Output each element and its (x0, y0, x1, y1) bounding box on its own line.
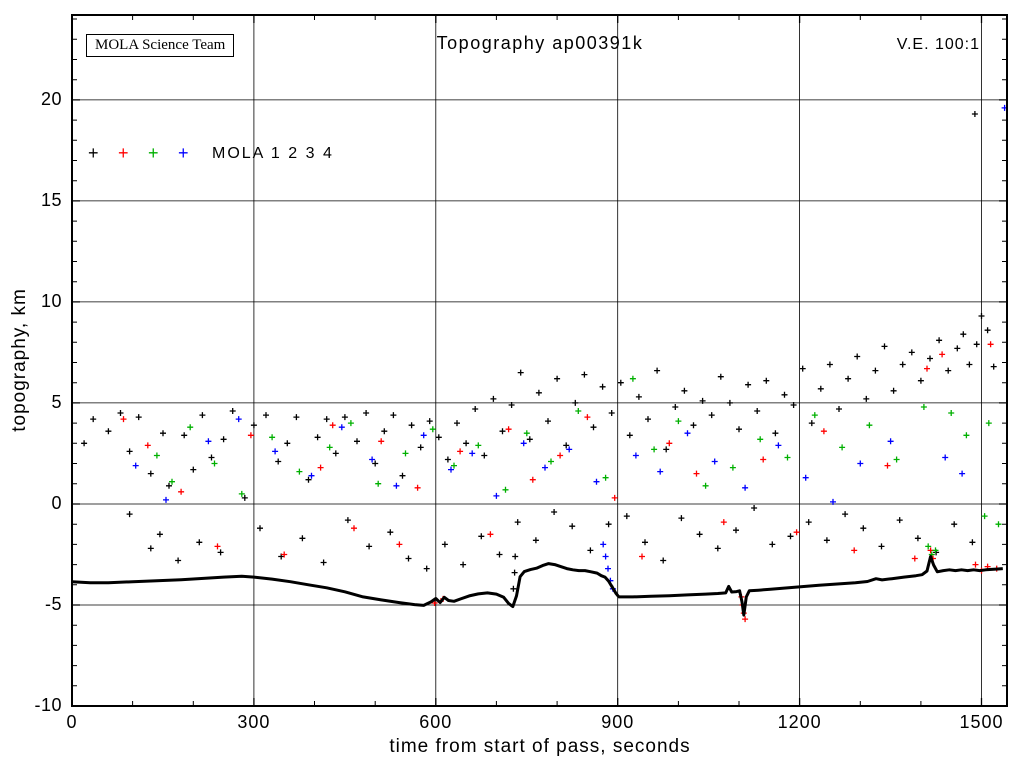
legend-marker-mola4-plus-icon: + (178, 143, 189, 163)
y-tick-label: 15 (40, 189, 62, 210)
y-tick-label: 20 (40, 88, 62, 109)
y-tick-label: 5 (51, 391, 62, 412)
legend-marker-mola1-plus-icon: + (88, 143, 99, 163)
x-tick-label: 1200 (777, 712, 822, 732)
x-tick-label: 300 (237, 712, 271, 732)
legend-marker-mola2-plus-icon: + (118, 143, 129, 163)
x-tick-label: 0 (66, 712, 78, 732)
x-tick-label: 600 (419, 712, 453, 732)
y-tick-label: -5 (44, 593, 62, 614)
legend: + + + + MOLA 1 2 3 4 (88, 143, 334, 164)
x-axis-label: time from start of pass, seconds (389, 736, 691, 757)
y-tick-label: -10 (34, 695, 62, 715)
vertical-exaggeration-label: V.E. 100:1 (896, 36, 980, 53)
legend-marker-mola3-plus-icon: + (148, 143, 159, 163)
legend-label: MOLA 1 2 3 4 (212, 144, 334, 162)
plot-title: Topography ap00391k (436, 33, 644, 53)
y-tick-label: 0 (51, 492, 62, 513)
x-tick-label: 900 (601, 712, 635, 732)
y-tick-label: 10 (40, 290, 62, 311)
team-label-box: MOLA Science Team (86, 34, 235, 57)
team-label: MOLA Science Team (95, 37, 226, 53)
x-tick-label: 1500 (959, 712, 1004, 732)
